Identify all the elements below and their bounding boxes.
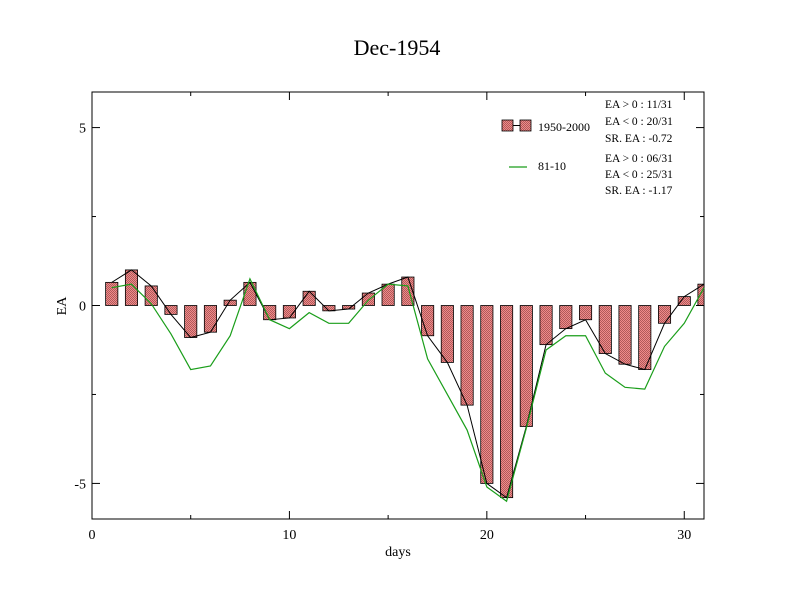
stat-8110-sr: SR. EA : -1.17 bbox=[605, 185, 673, 197]
bar bbox=[460, 305, 474, 406]
bar bbox=[500, 305, 514, 499]
bar bbox=[657, 305, 672, 324]
bar bbox=[618, 305, 632, 365]
bar-series bbox=[105, 269, 705, 499]
bar bbox=[144, 285, 158, 306]
y-axis-label: EA bbox=[55, 296, 70, 316]
legend-bar-swatch-left bbox=[501, 119, 514, 132]
bar bbox=[421, 305, 435, 337]
bar-series-line bbox=[111, 269, 705, 499]
bar bbox=[105, 281, 119, 306]
bar bbox=[440, 305, 454, 363]
bar bbox=[361, 292, 375, 306]
bar bbox=[164, 305, 178, 315]
bar bbox=[559, 305, 573, 330]
bar bbox=[539, 305, 553, 346]
stat-8110-lt0: EA < 0 : 25/31 bbox=[605, 169, 673, 181]
x-tick-label: 10 bbox=[282, 528, 296, 543]
bar bbox=[579, 305, 593, 321]
stat-1950-sr: SR. EA : -0.72 bbox=[605, 133, 673, 145]
line-series bbox=[111, 269, 705, 503]
x-tick-label: 20 bbox=[480, 528, 494, 543]
legend: 1950-2000 81-10 EA > 0 : 11/31 EA < 0 : … bbox=[501, 99, 673, 197]
axes: 0 10 20 30 -5 0 5 bbox=[74, 92, 704, 543]
stat-1950-lt0: EA < 0 : 20/31 bbox=[605, 116, 673, 128]
legend-label-line: 81-10 bbox=[538, 159, 566, 173]
chart-title: Dec-1954 bbox=[354, 35, 441, 60]
bar bbox=[677, 296, 691, 306]
line-series-81-10 bbox=[111, 277, 705, 503]
legend-bar-swatch-right bbox=[519, 119, 532, 132]
bar bbox=[203, 305, 217, 333]
x-axis-label: days bbox=[385, 545, 411, 560]
x-tick-label: 0 bbox=[89, 528, 96, 543]
stat-1950-gt0: EA > 0 : 11/31 bbox=[605, 99, 673, 111]
y-tick-label: 0 bbox=[79, 300, 86, 315]
y-tick-label: 5 bbox=[79, 122, 86, 137]
stat-8110-gt0: EA > 0 : 06/31 bbox=[605, 153, 673, 165]
bar bbox=[480, 305, 494, 484]
bar bbox=[302, 290, 316, 306]
x-tick-label: 30 bbox=[677, 528, 691, 543]
y-tick-label: -5 bbox=[74, 477, 86, 492]
legend-label-bar: 1950-2000 bbox=[538, 120, 590, 134]
